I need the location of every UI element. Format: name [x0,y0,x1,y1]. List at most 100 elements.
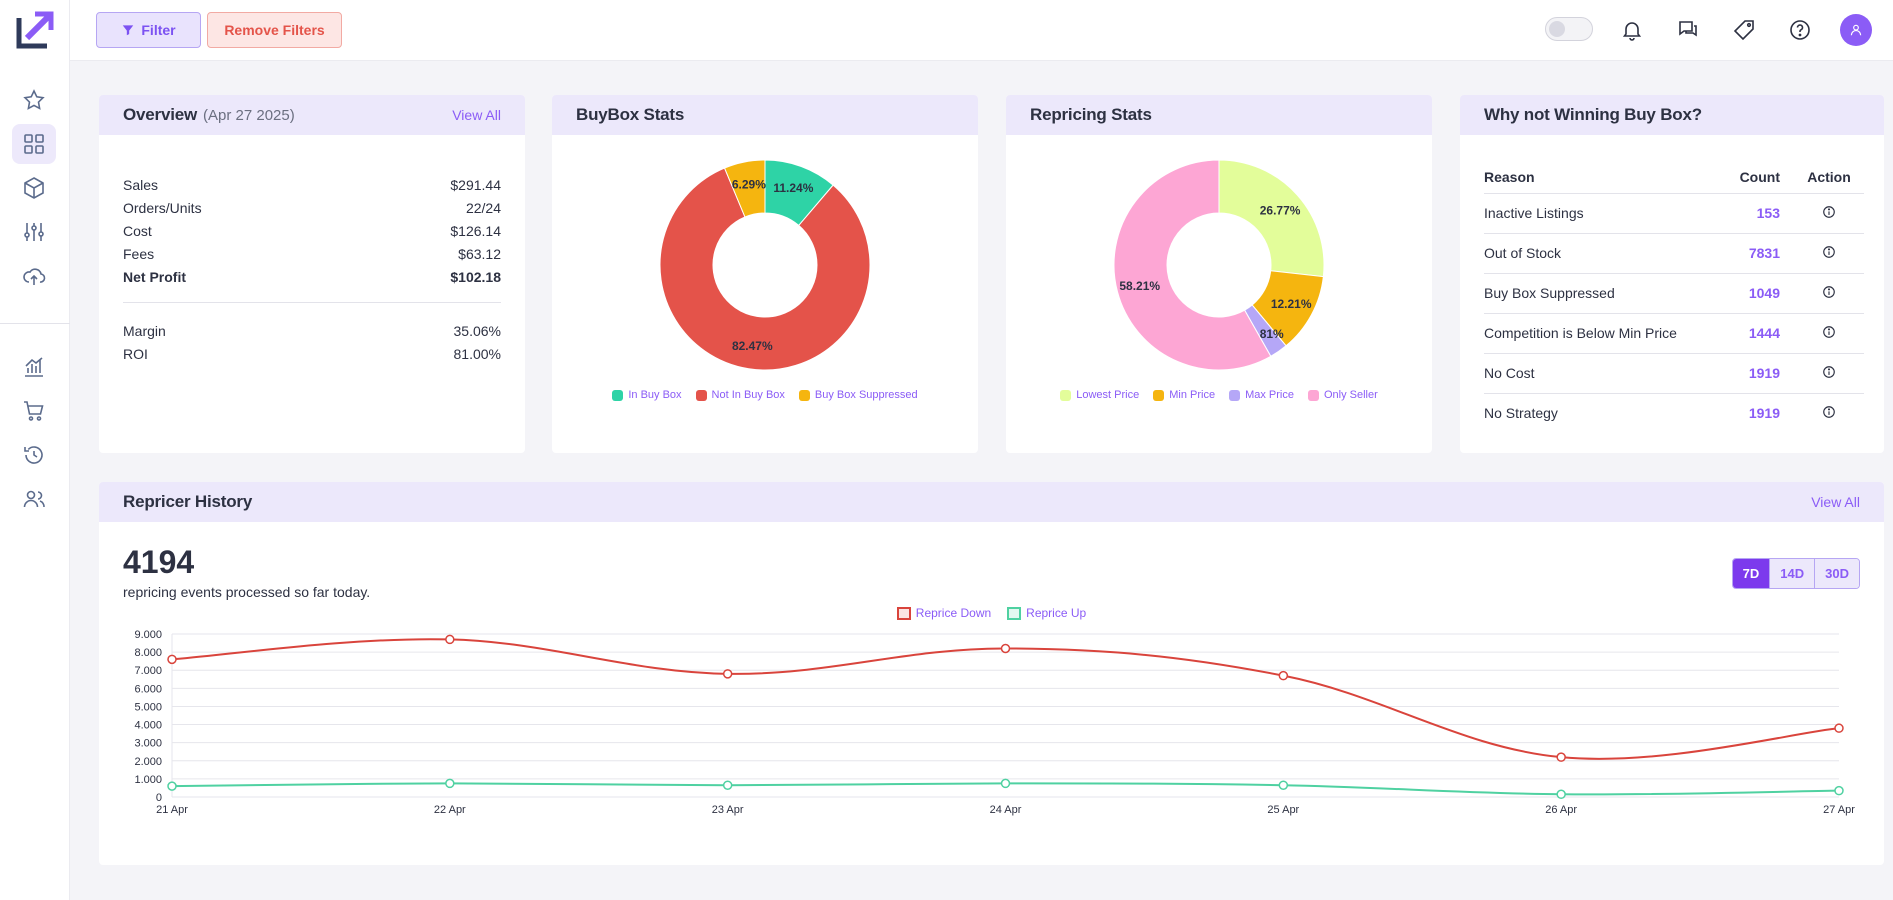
data-point[interactable] [1278,670,1289,681]
legend-swatch [1007,606,1022,620]
legend-swatch [1307,389,1319,401]
sliders-icon[interactable] [12,212,56,252]
donut-slice[interactable] [1218,159,1325,278]
slice-label: 26.77% [1260,203,1301,217]
info-icon[interactable] [1822,285,1836,299]
legend-item[interactable]: Lowest Price [1060,389,1139,401]
row-value: 22/24 [465,199,501,216]
repricing-donut-chart: 26.77%12.21%2.81%58.21% [1113,159,1325,371]
events-subtitle: repricing events processed so far today. [123,584,371,600]
legend-item[interactable]: Max Price [1229,389,1294,401]
table-row: Inactive Listings 153 [1484,193,1864,234]
y-tick-label: 2.000 [134,756,162,768]
data-point[interactable] [1556,752,1566,762]
cloud-upload-icon[interactable] [12,256,56,296]
data-point[interactable] [167,654,177,665]
star-icon[interactable] [12,80,56,120]
users-icon[interactable] [12,479,56,519]
data-point[interactable] [1834,785,1844,796]
row-label: Orders/Units [123,199,202,216]
x-tick-label: 24 Apr [990,804,1022,816]
count-link[interactable]: 7831 [1725,233,1794,274]
donut-slice[interactable] [723,159,766,218]
col-reason: Reason [1484,161,1726,194]
count-link[interactable]: 153 [1725,193,1794,234]
tag-icon[interactable] [1730,16,1758,44]
y-tick-label: 7.000 [134,665,162,677]
avatar[interactable] [1840,14,1872,46]
donut-slice[interactable] [1113,159,1272,371]
sidebar-divider [0,323,70,324]
data-point[interactable] [722,669,733,679]
remove-filters-button[interactable]: Remove Filters [207,12,342,48]
help-icon[interactable] [1786,16,1814,44]
legend-label: Buy Box Suppressed [814,389,918,401]
count-link[interactable]: 1444 [1725,313,1794,354]
legend-item[interactable]: Only Seller [1307,389,1378,401]
legend-item[interactable]: Buy Box Suppressed [798,389,918,401]
data-point[interactable] [1556,789,1566,800]
count-link[interactable]: 1919 [1748,405,1780,422]
legend-item[interactable]: Min Price [1153,389,1215,401]
dashboard-icon[interactable] [12,124,56,164]
chat-icon[interactable] [1674,16,1702,44]
info-icon[interactable] [1822,325,1836,339]
donut-slice[interactable] [659,167,871,371]
range-14d-button[interactable]: 14D [1769,559,1815,588]
info-icon[interactable] [1822,405,1836,419]
slice-label: 82.47% [732,339,773,353]
count-link[interactable]: 1049 [1725,273,1794,314]
y-tick-label: 4.000 [134,720,162,732]
table-row: No Cost 1919 [1484,353,1864,394]
info-icon[interactable] [1822,365,1836,379]
legend-swatch [798,389,810,401]
overview-header: Overview (Apr 27 2025) View All [99,95,525,135]
legend-item[interactable]: In Buy Box [612,389,682,401]
data-point[interactable] [1834,723,1844,733]
repricing-stats-card: Repricing Stats 26.77% 12.21% 2.81% 58.21% … [1006,95,1432,453]
cart-icon[interactable] [12,391,56,431]
bell-icon[interactable] [1618,16,1646,44]
x-tick-label: 26 Apr [1545,804,1577,816]
legend-item[interactable]: Not In Buy Box [695,389,785,401]
series-line [171,638,1840,760]
data-point[interactable] [1000,643,1011,654]
history-view-all-link[interactable]: View All [1811,494,1860,510]
repricer-history-line-chart: 0 1.000 2.000 3.000 4.000 5.000 6.000 7.000 8.00… [134,629,1855,816]
theme-toggle[interactable] [1545,17,1593,41]
overview-view-all-link[interactable]: View All [452,107,501,123]
box-icon[interactable] [12,168,56,208]
why-table: Reason Count Action Inactive Listings 153… [1484,161,1864,433]
logo[interactable] [15,10,55,50]
info-icon[interactable] [1822,205,1836,219]
data-point[interactable] [445,778,455,789]
count-link[interactable]: 1919 [1725,353,1794,394]
y-tick-label: 0 [156,792,162,804]
buybox-header: BuyBox Stats [552,95,978,135]
legend-item[interactable]: Reprice Down [896,606,991,620]
data-point[interactable] [1000,778,1011,789]
y-tick-label: 8.000 [134,647,162,659]
legend-swatch [896,606,911,620]
legend-swatch [695,389,707,401]
filter-label: Filter [141,22,176,38]
table-header-row: Reason Count Action [1484,161,1864,194]
data-point[interactable] [167,781,177,791]
range-7d-button[interactable]: 7D [1732,559,1770,588]
data-point[interactable] [1278,780,1289,790]
filter-button[interactable]: Filter [96,12,201,48]
overview-row: Net Profit $102.18 [99,265,525,288]
row-label: Fees [123,245,155,262]
overview-row: Sales $291.44 [99,173,525,196]
chart-icon[interactable] [12,347,56,387]
range-30d-button[interactable]: 30D [1814,559,1859,588]
legend-label: In Buy Box [628,389,682,401]
slice-label: 58.21% [1119,279,1160,293]
row-value: $102.18 [450,268,501,285]
data-point[interactable] [722,780,733,790]
info-icon[interactable] [1822,245,1836,259]
data-point[interactable] [445,634,455,645]
reason-cell: Inactive Listings [1484,193,1726,234]
history-icon[interactable] [12,435,56,475]
legend-item[interactable]: Reprice Up [1007,606,1086,620]
